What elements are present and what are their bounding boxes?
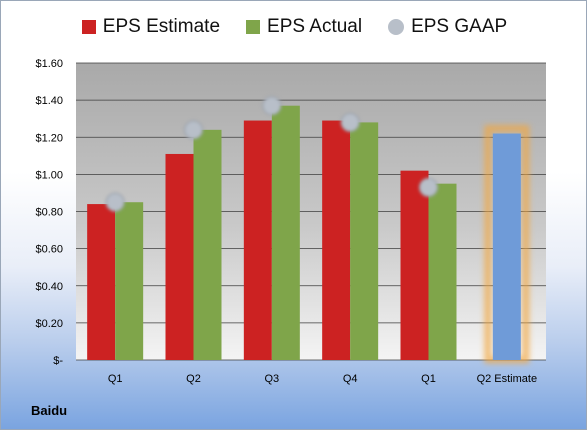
legend-item-eps-gaap: EPS GAAP (388, 16, 507, 38)
x-tick-label: Q2 Estimate (477, 373, 538, 385)
y-tick-label: $0.60 (35, 244, 63, 256)
x-tick-label: Q1 (108, 373, 123, 385)
bar-eps-actual (115, 202, 144, 360)
x-tick-label: Q4 (343, 373, 358, 385)
y-tick-label: $1.60 (35, 58, 63, 70)
bar-q2-estimate (492, 133, 521, 360)
legend-label-eps-estimate: EPS Estimate (102, 16, 221, 37)
bar-eps-actual (350, 122, 379, 361)
legend-item-eps-actual: EPS Actual (246, 16, 362, 38)
company-name: Baidu (31, 403, 68, 418)
bar-eps-estimate (243, 120, 272, 360)
marker-eps-gaap (340, 112, 360, 132)
x-tick-label: Q1 (421, 373, 436, 385)
legend-swatch-eps-actual (246, 20, 261, 34)
bar-eps-estimate (400, 170, 429, 360)
y-tick-label: $0.80 (35, 207, 63, 219)
legend: EPS Estimate EPS Actual EPS GAAP (1, 16, 587, 38)
y-tick-label: $0.40 (35, 281, 63, 293)
y-tick-label: $- (53, 355, 63, 367)
bar-eps-estimate (87, 204, 116, 360)
marker-eps-gaap (105, 192, 125, 212)
y-tick-label: $1.40 (35, 95, 63, 107)
bar-eps-estimate (322, 120, 351, 360)
legend-label-eps-gaap: EPS GAAP (411, 16, 508, 37)
bar-eps-estimate (165, 153, 194, 360)
y-tick-label: $1.20 (35, 132, 63, 144)
legend-item-eps-estimate: EPS Estimate (81, 16, 221, 38)
legend-label-eps-actual: EPS Actual (267, 16, 363, 37)
marker-eps-gaap (184, 120, 203, 140)
legend-swatch-eps-gaap (388, 19, 405, 35)
bar-eps-actual (271, 105, 300, 360)
y-tick-label: $1.00 (35, 169, 63, 181)
y-tick-label: $0.20 (35, 318, 63, 330)
bar-eps-actual (428, 183, 457, 360)
marker-eps-gaap (262, 96, 282, 116)
x-tick-label: Q3 (264, 373, 279, 385)
bar-eps-actual (193, 129, 222, 360)
legend-swatch-eps-estimate (81, 20, 96, 34)
marker-eps-gaap (419, 177, 438, 197)
x-tick-label: Q2 (186, 373, 201, 385)
